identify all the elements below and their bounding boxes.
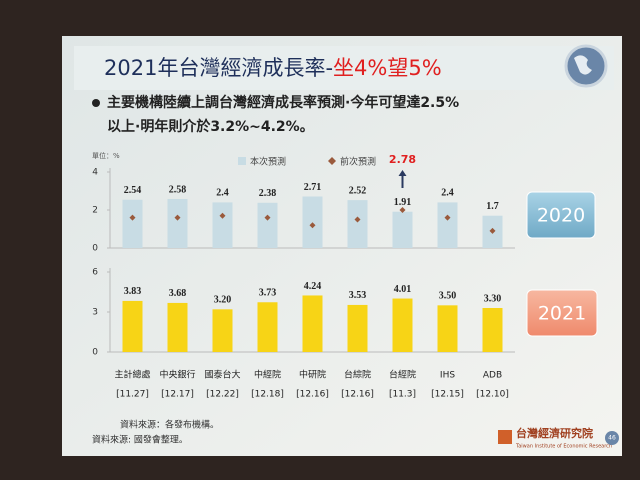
bar [347,304,368,352]
logo-subtitle: Taiwan Institute of Economic Research [515,444,612,450]
y-tick-label: 4 [92,168,98,178]
value-label: 2.4 [216,188,229,199]
page-badge [605,431,619,445]
date-label: [12.10] [476,390,509,400]
bar [167,198,188,248]
category-label: 中研院 [299,369,326,381]
logo-name: 台灣經濟研究院 [516,426,593,440]
bar [392,211,413,248]
bar [122,199,143,248]
y-tick-label: 6 [92,268,98,278]
y-tick-label: 0 [92,244,98,254]
category-label: 國泰台大 [204,369,240,381]
marker [174,214,181,221]
year-box [526,289,598,337]
bar [302,295,323,352]
year-label: 2021 [538,303,586,325]
y-tick-label: 0 [92,348,98,358]
value-label: 3.68 [169,288,187,299]
marker [264,214,271,221]
bar [212,309,233,352]
value-label: 2.58 [169,184,187,195]
source: 資料來源: 國發會整理。 [92,434,188,446]
bar [437,202,458,248]
bar [257,302,278,352]
bar [212,202,233,248]
value-label: 3.50 [439,291,457,302]
annotation: 2.78 [389,153,416,166]
value-label: 1.7 [486,201,499,212]
category-label: 台綜院 [344,369,371,381]
marker [219,212,226,219]
category-label: IHS [440,371,455,381]
category-label: 中經院 [254,369,281,381]
y-tick-label: 3 [92,308,98,318]
year-box [526,191,596,239]
bar [482,308,503,352]
value-label: 3.30 [484,293,502,304]
category-label: 主計總處 [114,369,150,381]
slide-title: 2021年台灣經濟成長率- [104,56,333,80]
title-band [74,46,614,90]
legend-label: 本次預測 [250,156,286,168]
date-label: [12.16] [296,390,329,400]
date-label: [12.16] [341,390,374,400]
legend-swatch [328,157,336,165]
category-label: 台經院 [389,369,416,381]
value-label: 2.38 [259,188,277,199]
date-label: [12.18] [251,390,284,400]
value-label: 2.52 [349,185,367,196]
slide-title-highlight: 坐4%望5% [333,56,442,80]
bar [122,300,143,352]
date-label: [11.27] [116,390,149,400]
value-label: 3.53 [349,290,367,301]
bar [347,200,368,248]
date-label: [11.3] [389,390,416,400]
page-number: 46 [608,435,616,442]
category-label: ADB [483,371,502,381]
date-label: [12.15] [431,390,464,400]
marker [444,214,451,221]
date-label: [12.22] [206,390,239,400]
source: 資料來源：各發布機構。 [120,419,219,431]
globe-land [574,55,592,75]
value-label: 3.73 [259,288,277,299]
annotation-arrowhead [398,170,407,176]
bar [257,202,278,248]
value-label: 1.91 [394,197,412,208]
bar [392,298,413,352]
value-label: 3.20 [214,295,232,306]
value-label: 2.71 [304,182,322,193]
unit-label: 單位：% [92,151,120,160]
bullet [92,99,100,107]
value-label: 3.83 [124,286,142,297]
legend-label: 前次預測 [340,156,376,168]
marker [399,207,406,213]
marker [489,227,496,234]
marker [129,214,136,221]
value-label: 2.54 [124,185,142,196]
legend-swatch [238,157,246,165]
slide [62,36,622,456]
marker [354,216,361,223]
marker [309,222,316,229]
y-tick-label: 2 [92,206,98,216]
value-label: 2.4 [441,188,454,199]
bullet-text: 主要機構陸續上調台灣經濟成長率預測·今年可望達2.5% [107,94,459,111]
category-label: 中央銀行 [159,369,195,381]
bullet-text: 以上·明年則介於3.2%~4.2%。 [107,118,314,135]
bar [167,302,188,352]
value-label: 4.24 [304,281,322,292]
year-label: 2020 [537,205,585,227]
bar [437,305,458,352]
logo-mark [498,430,512,444]
date-label: [12.17] [161,390,194,400]
value-label: 4.01 [394,284,412,295]
